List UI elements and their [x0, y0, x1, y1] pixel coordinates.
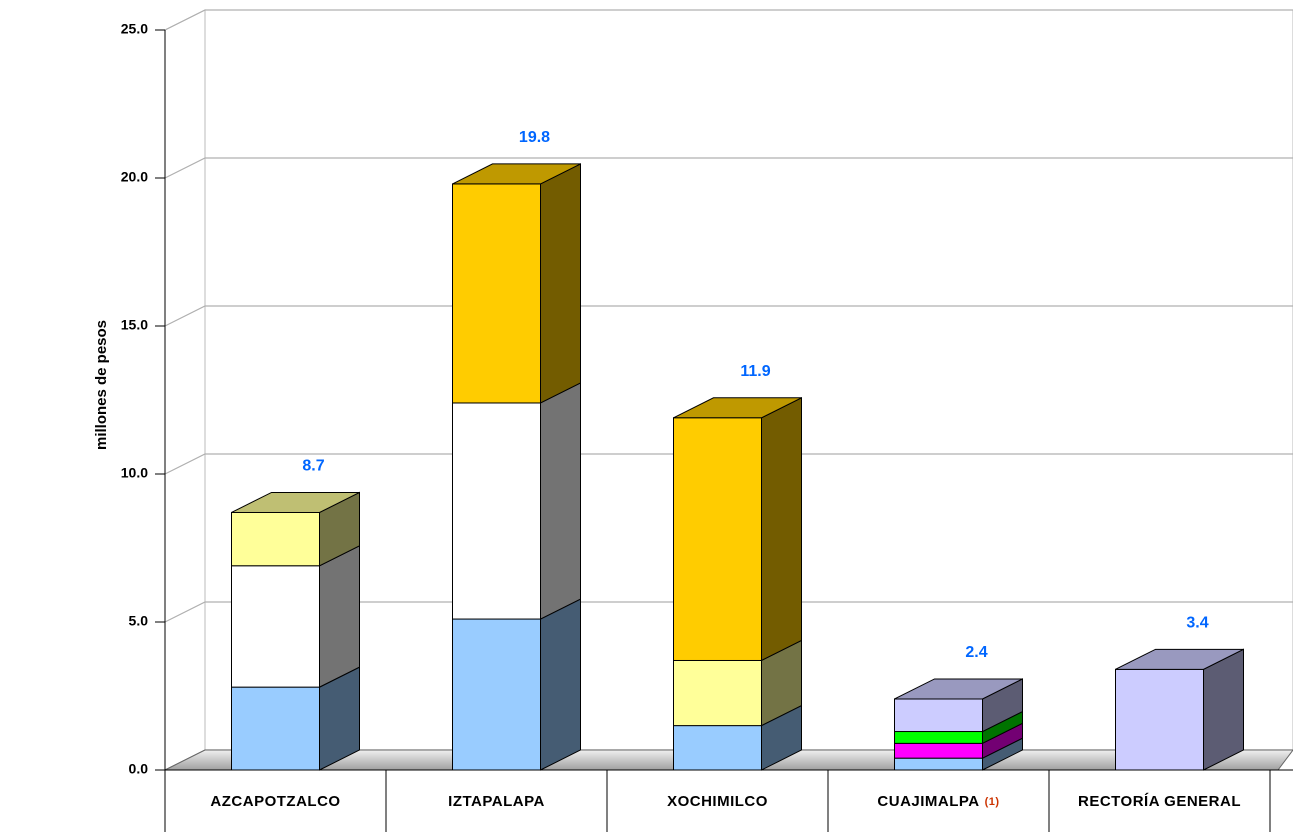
category-cell: CUAJIMALPA (1)	[877, 793, 1000, 811]
x-tick-label: RECTORÍA GENERAL	[1077, 793, 1241, 811]
x-tick-label: AZCAPOTZALCO	[210, 793, 341, 811]
category-cell: RECTORÍA GENERAL	[1077, 793, 1241, 811]
y-tick-label: 10.0	[121, 465, 148, 481]
grid-line	[164, 453, 1293, 475]
bar-front	[894, 698, 983, 733]
bar-side	[540, 382, 581, 620]
side-wall	[164, 9, 206, 771]
category-cell: AZCAPOTZALCO	[210, 793, 341, 811]
grid-line	[164, 9, 1293, 31]
y-tick-label: 25.0	[121, 21, 148, 37]
bar-front	[231, 565, 320, 688]
grid-line	[164, 305, 1293, 327]
x-tick-label: XOCHIMILCO	[667, 793, 768, 811]
category-cell: XOCHIMILCO	[667, 793, 768, 811]
bar-segment	[894, 678, 1023, 733]
bar-side	[761, 396, 802, 662]
bar-side	[540, 598, 581, 771]
bar-front	[673, 725, 762, 771]
bar-front	[894, 742, 983, 759]
bar-top	[231, 491, 360, 513]
bar-segment	[673, 704, 802, 771]
bar-front	[894, 731, 983, 744]
bar-front	[452, 402, 541, 620]
bar-front	[1115, 668, 1204, 771]
annotation: (1)	[984, 795, 1000, 808]
x-tick-label: CUAJIMALPA (1)	[877, 793, 1000, 811]
x-tick-label: IZTAPALAPA	[448, 793, 545, 811]
y-tick-label: 0.0	[129, 761, 149, 777]
bar-top	[452, 163, 581, 185]
total-label: 19.8	[519, 129, 550, 146]
y-axis-label: millones de pesos	[93, 320, 110, 450]
bar-segment	[673, 396, 802, 662]
bar-segment	[452, 163, 581, 404]
bar-segment	[894, 722, 1023, 759]
bar-segment	[231, 666, 360, 771]
bar-top	[673, 397, 802, 419]
bar-top	[894, 678, 1023, 700]
total-label: 11.9	[740, 363, 770, 380]
bar-segment	[231, 544, 360, 688]
bar-front	[673, 659, 762, 727]
bar-front	[231, 511, 320, 567]
bar-segment	[1115, 648, 1244, 771]
bar-segment	[452, 598, 581, 771]
grid-line	[164, 601, 1293, 623]
grid-line	[164, 157, 1293, 179]
bar-segment	[231, 491, 360, 567]
bar-side	[1203, 648, 1244, 771]
bar-front	[231, 686, 320, 771]
bar-front	[452, 618, 541, 771]
bar-front	[452, 183, 541, 404]
y-tick-label: 20.0	[121, 169, 148, 185]
total-label: 2.4	[965, 644, 987, 661]
total-label: 8.7	[302, 458, 324, 475]
bar-segment	[452, 382, 581, 620]
bar-front	[673, 417, 762, 661]
bar-side	[319, 544, 360, 688]
bar-top	[1115, 648, 1244, 670]
bar-side	[540, 163, 581, 404]
total-label: 3.4	[1186, 615, 1208, 632]
category-cell: IZTAPALAPA	[448, 793, 545, 811]
y-tick-label: 15.0	[121, 317, 148, 333]
y-tick-label: 5.0	[129, 613, 149, 629]
bar-front	[894, 757, 983, 771]
